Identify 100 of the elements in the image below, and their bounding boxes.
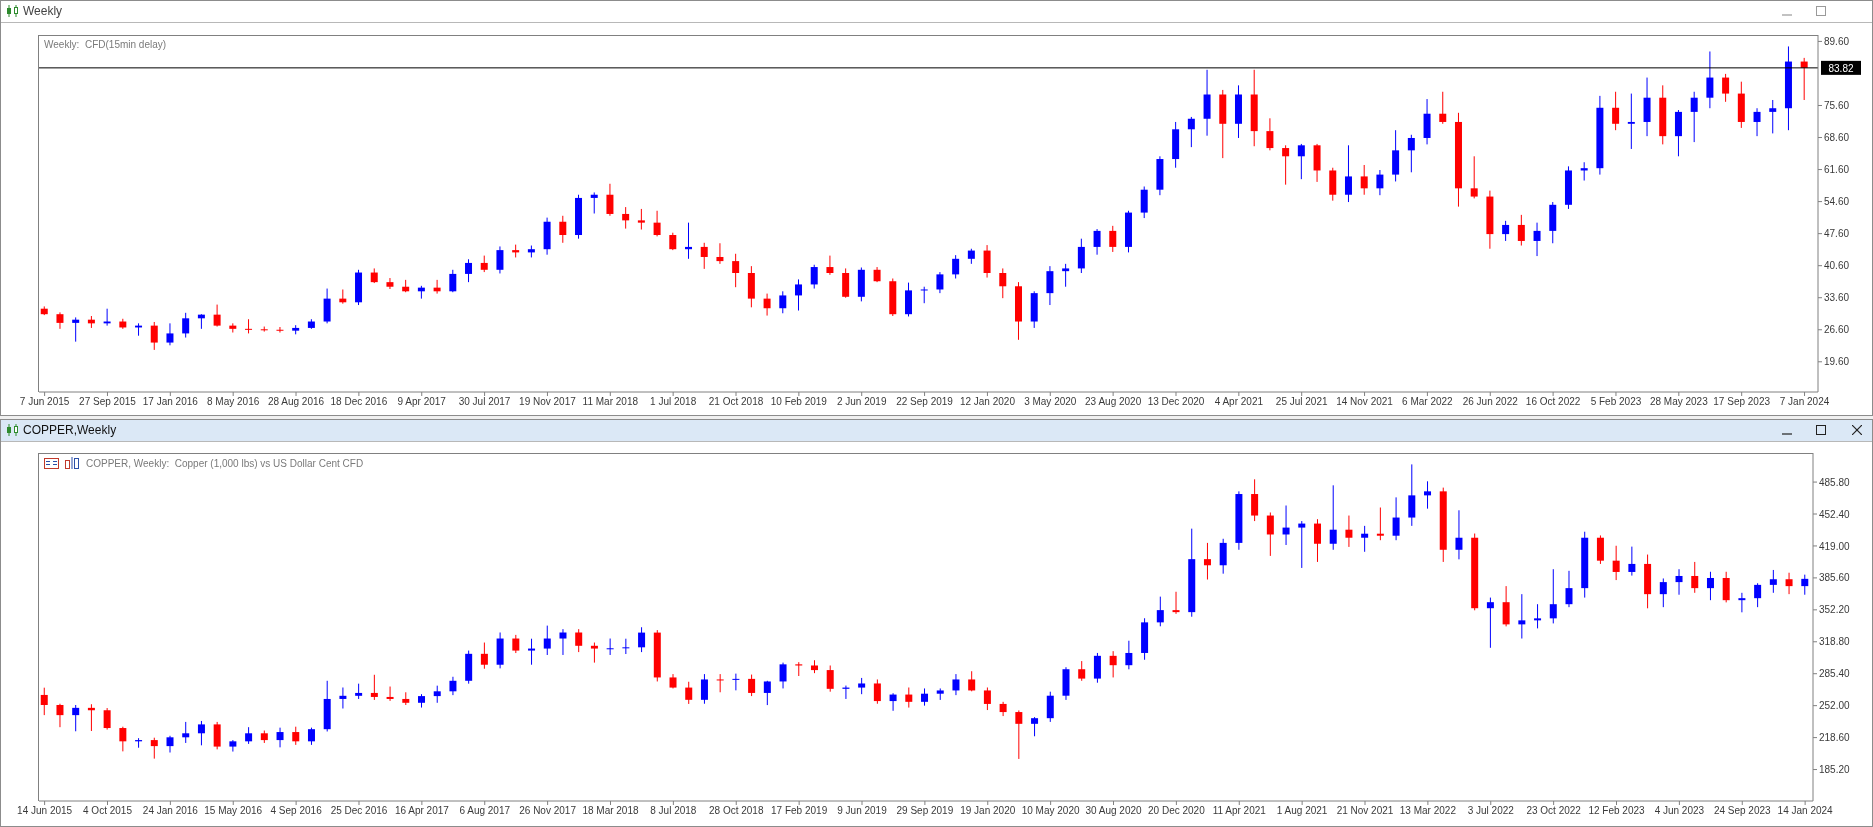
candlestick: [1360, 164, 1368, 196]
y-tick-label: 285.40: [1819, 668, 1851, 680]
candlestick: [1172, 591, 1180, 615]
candlestick: [1187, 116, 1195, 148]
candlestick: [1627, 93, 1635, 150]
candlestick: [889, 692, 897, 712]
y-tick-label: 33.60: [1824, 292, 1850, 304]
x-tick-label: 30 Aug 2020: [1085, 805, 1143, 817]
x-tick-label: 9 Apr 2017: [397, 396, 447, 408]
candlestick: [1769, 569, 1777, 594]
x-tick-label: 2 Jun 2019: [836, 396, 887, 408]
chart-title: Weekly: [23, 4, 63, 18]
candlestick: [1392, 496, 1400, 541]
candlestick: [1203, 542, 1211, 581]
candlestick: [716, 673, 724, 693]
candlestick: [1046, 691, 1054, 723]
x-tick-label: 7 Jan 2024: [1779, 396, 1830, 408]
x-tick-label: 28 Oct 2018: [709, 805, 764, 817]
candlestick: [512, 634, 520, 654]
x-tick-label: 4 Apr 2021: [1214, 396, 1264, 408]
candlestick: [40, 687, 48, 716]
y-tick-label: 185.20: [1819, 764, 1851, 776]
candlestick: [449, 269, 457, 293]
candlestick: [999, 267, 1007, 299]
candlestick: [213, 721, 221, 750]
candlestick: [166, 735, 174, 754]
candlestick: [1518, 593, 1526, 640]
candlestick: [1313, 518, 1321, 563]
candlestick: [370, 674, 378, 701]
y-tick-label: 47.60: [1824, 228, 1850, 240]
candlestick: [1502, 585, 1510, 627]
candlestick: [1361, 525, 1369, 553]
x-tick-label: 16 Oct 2022: [1525, 396, 1581, 408]
candlestick: [826, 664, 834, 693]
x-tick-label: 20 Dec 2020: [1148, 805, 1206, 817]
candlestick: [150, 321, 158, 351]
candlestick: [622, 638, 630, 655]
y-tick-label: 40.60: [1824, 260, 1850, 272]
candlestick: [700, 673, 708, 705]
candlestick: [606, 638, 614, 656]
candlestick: [952, 254, 960, 279]
chart-subtitle: Weekly: CFD(15min delay): [44, 39, 167, 50]
candlestick: [1046, 265, 1054, 306]
candlestick: [1706, 50, 1714, 109]
candlestick: [779, 290, 787, 314]
chart-title: COPPER,Weekly: [23, 423, 117, 437]
candlestick: [56, 311, 64, 330]
x-tick-label: 14 Jan 2024: [1777, 805, 1834, 817]
candlestick: [1675, 568, 1683, 596]
candlestick: [276, 326, 284, 333]
candlestick: [983, 244, 991, 279]
candlestick: [732, 673, 740, 691]
x-tick-label: 8 May 2016: [207, 396, 260, 408]
candlestick: [323, 288, 331, 324]
candlestick: [1408, 463, 1416, 527]
x-tick-label: 30 Jul 2017: [458, 396, 511, 408]
candlestick: [1109, 225, 1117, 253]
candlestick: [1502, 220, 1510, 242]
x-tick-label: 17 Feb 2019: [771, 805, 828, 817]
x-tick-label: 18 Mar 2018: [582, 805, 640, 817]
x-tick-label: 6 Aug 2017: [459, 805, 511, 817]
x-tick-label: 3 Jul 2022: [1467, 805, 1515, 817]
y-tick-label: 75.60: [1824, 100, 1850, 112]
candlestick: [622, 206, 630, 230]
candlestick: [1078, 660, 1086, 682]
y-tick-label: 19.60: [1824, 356, 1850, 368]
candlestick: [1690, 91, 1698, 143]
candlestick: [1785, 572, 1793, 595]
candlestick: [1329, 484, 1337, 551]
candlestick: [245, 318, 253, 334]
x-tick-label: 1 Jul 2018: [650, 396, 697, 408]
candlestick: [1266, 117, 1274, 151]
x-tick-label: 29 Sep 2019: [896, 805, 954, 817]
ref-line-label: 83.82: [1828, 62, 1854, 74]
candlestick: [653, 210, 661, 237]
candlestick: [983, 686, 991, 711]
candlestick: [590, 191, 598, 214]
x-tick-label: 24 Jan 2016: [142, 805, 199, 817]
x-tick-label: 4 Jun 2023: [1654, 805, 1705, 817]
candlestick: [1659, 577, 1667, 608]
candlestick: [1251, 478, 1259, 522]
candlestick: [1407, 134, 1415, 173]
candlestick: [197, 720, 205, 746]
candlestick: [1093, 228, 1101, 256]
x-tick-label: 19 Nov 2017: [519, 396, 577, 408]
candlestick: [1015, 709, 1023, 760]
candlestick: [56, 703, 64, 728]
x-tick-label: 3 May 2020: [1024, 396, 1077, 408]
candlestick: [292, 726, 300, 746]
candlestick: [936, 271, 944, 294]
x-tick-label: 5 Feb 2023: [1590, 396, 1642, 408]
x-tick-label: 25 Dec 2016: [330, 805, 388, 817]
candlestick: [276, 727, 284, 748]
candlestick: [1754, 582, 1762, 608]
text: COPPER, Weekly: Copper (1,000 lbs) vs US Dollar Cent CFD: [86, 457, 364, 469]
x-tick-label: 22 Sep 2019: [896, 396, 954, 408]
y-tick-label: 218.60: [1819, 732, 1851, 744]
x-tick-label: 10 Feb 2019: [770, 396, 828, 408]
candlestick: [1077, 238, 1085, 274]
x-tick-label: 26 Nov 2017: [519, 805, 577, 817]
